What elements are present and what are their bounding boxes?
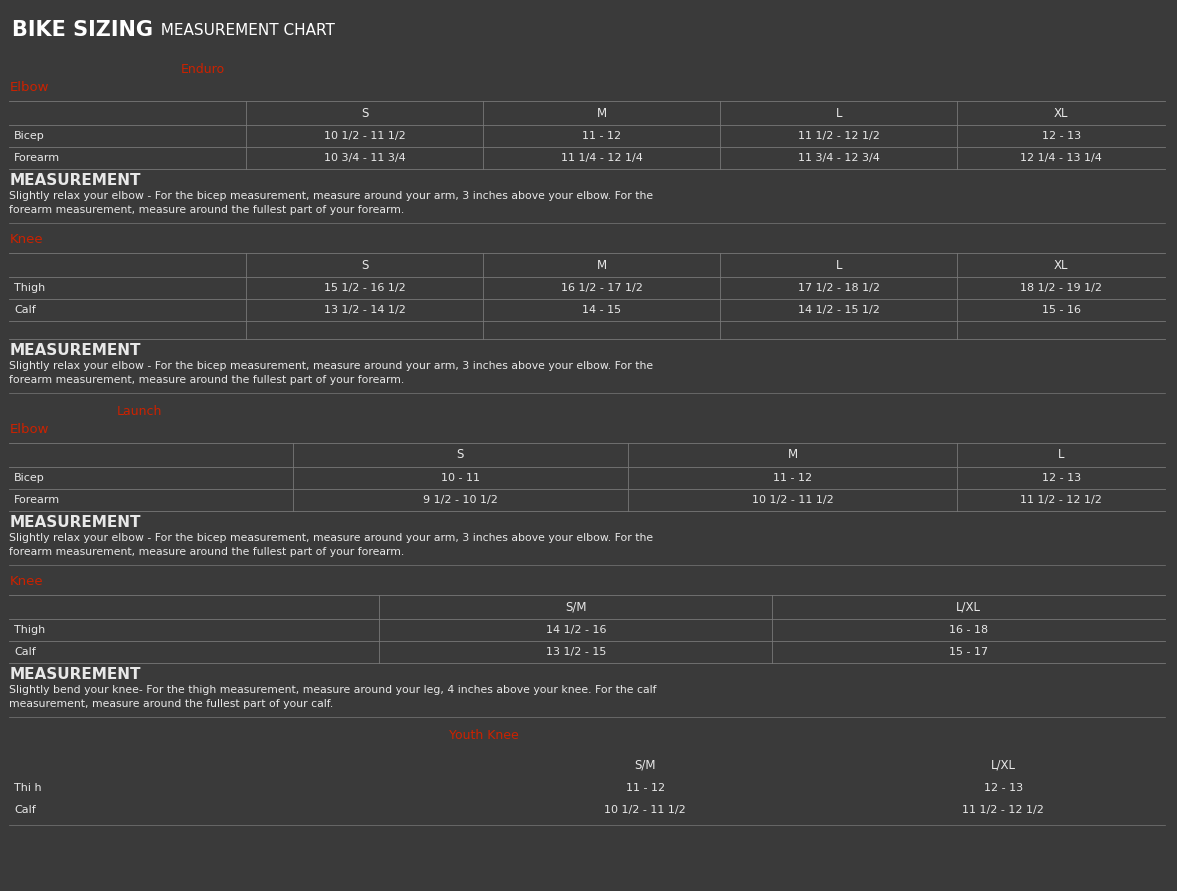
Text: M: M: [597, 258, 607, 272]
Text: 11 - 12: 11 - 12: [773, 473, 812, 483]
Text: Elbow: Elbow: [9, 423, 49, 436]
Text: Forearm: Forearm: [14, 495, 60, 505]
Text: 12 - 13: 12 - 13: [1042, 473, 1080, 483]
Text: forearm measurement, measure around the fullest part of your forearm.: forearm measurement, measure around the …: [9, 375, 405, 385]
Text: 16 1/2 - 17 1/2: 16 1/2 - 17 1/2: [560, 283, 643, 293]
Text: L/XL: L/XL: [956, 601, 982, 613]
Text: 10 3/4 - 11 3/4: 10 3/4 - 11 3/4: [324, 153, 406, 163]
Text: L: L: [836, 258, 842, 272]
Text: 15 1/2 - 16 1/2: 15 1/2 - 16 1/2: [324, 283, 406, 293]
Text: 10 1/2 - 11 1/2: 10 1/2 - 11 1/2: [752, 495, 833, 505]
Text: Thi h: Thi h: [14, 783, 41, 793]
Text: L: L: [836, 107, 842, 119]
Text: 12 - 13: 12 - 13: [1042, 131, 1080, 142]
Text: 14 - 15: 14 - 15: [583, 306, 621, 315]
Text: 15 - 16: 15 - 16: [1042, 306, 1080, 315]
Text: Forearm: Forearm: [14, 153, 60, 163]
Text: 11 1/4 - 12 1/4: 11 1/4 - 12 1/4: [560, 153, 643, 163]
Text: 18 1/2 - 19 1/2: 18 1/2 - 19 1/2: [1020, 283, 1102, 293]
Text: Launch: Launch: [117, 405, 162, 418]
Text: 11 1/2 - 12 1/2: 11 1/2 - 12 1/2: [963, 805, 1044, 815]
Text: Thigh: Thigh: [14, 283, 46, 293]
Text: measurement, measure around the fullest part of your calf.: measurement, measure around the fullest …: [9, 699, 333, 709]
Text: Slightly bend your knee- For the thigh measurement, measure around your leg, 4 i: Slightly bend your knee- For the thigh m…: [9, 685, 657, 695]
Text: 10 1/2 - 11 1/2: 10 1/2 - 11 1/2: [324, 131, 406, 142]
Text: L: L: [1058, 448, 1064, 462]
Text: 9 1/2 - 10 1/2: 9 1/2 - 10 1/2: [423, 495, 498, 505]
Text: 11 - 12: 11 - 12: [583, 131, 621, 142]
Text: Thigh: Thigh: [14, 625, 46, 635]
Text: XL: XL: [1053, 107, 1069, 119]
Text: forearm measurement, measure around the fullest part of your forearm.: forearm measurement, measure around the …: [9, 547, 405, 557]
Text: Bicep: Bicep: [14, 131, 45, 142]
Text: XL: XL: [1053, 258, 1069, 272]
Text: S: S: [361, 258, 368, 272]
Text: 15 - 17: 15 - 17: [949, 647, 989, 657]
Text: 11 1/2 - 12 1/2: 11 1/2 - 12 1/2: [1020, 495, 1102, 505]
Text: 10 - 11: 10 - 11: [440, 473, 480, 483]
Text: 12 - 13: 12 - 13: [984, 783, 1023, 793]
Text: 10 1/2 - 11 1/2: 10 1/2 - 11 1/2: [604, 805, 686, 815]
Text: Slightly relax your elbow - For the bicep measurement, measure around your arm, : Slightly relax your elbow - For the bice…: [9, 361, 653, 371]
Text: M: M: [597, 107, 607, 119]
Text: 13 1/2 - 15: 13 1/2 - 15: [546, 647, 606, 657]
Text: Calf: Calf: [14, 306, 35, 315]
Text: Calf: Calf: [14, 647, 35, 657]
Text: 12 1/4 - 13 1/4: 12 1/4 - 13 1/4: [1020, 153, 1102, 163]
Text: 17 1/2 - 18 1/2: 17 1/2 - 18 1/2: [798, 283, 879, 293]
Text: 13 1/2 - 14 1/2: 13 1/2 - 14 1/2: [324, 306, 406, 315]
Text: Knee: Knee: [9, 575, 44, 588]
Text: Slightly relax your elbow - For the bicep measurement, measure around your arm, : Slightly relax your elbow - For the bice…: [9, 192, 653, 201]
Text: S: S: [457, 448, 464, 462]
Text: Bicep: Bicep: [14, 473, 45, 483]
Text: MEASUREMENT: MEASUREMENT: [9, 666, 141, 682]
Text: S/M: S/M: [634, 758, 656, 772]
Text: S: S: [361, 107, 368, 119]
Text: 11 3/4 - 12 3/4: 11 3/4 - 12 3/4: [798, 153, 879, 163]
Text: Knee: Knee: [9, 233, 44, 246]
Text: M: M: [787, 448, 798, 462]
Text: Calf: Calf: [14, 805, 35, 815]
Text: MEASUREMENT CHART: MEASUREMENT CHART: [151, 23, 334, 38]
Text: 14 1/2 - 15 1/2: 14 1/2 - 15 1/2: [798, 306, 879, 315]
Text: S/M: S/M: [565, 601, 586, 613]
Text: 11 - 12: 11 - 12: [625, 783, 665, 793]
Text: 11 1/2 - 12 1/2: 11 1/2 - 12 1/2: [798, 131, 879, 142]
Text: Enduro: Enduro: [180, 63, 225, 77]
Text: 14 1/2 - 16: 14 1/2 - 16: [545, 625, 606, 635]
Text: Elbow: Elbow: [9, 81, 49, 94]
Text: MEASUREMENT: MEASUREMENT: [9, 173, 141, 188]
Text: 16 - 18: 16 - 18: [949, 625, 989, 635]
Text: MEASUREMENT: MEASUREMENT: [9, 515, 141, 530]
Text: Slightly relax your elbow - For the bicep measurement, measure around your arm, : Slightly relax your elbow - For the bice…: [9, 533, 653, 543]
Text: MEASUREMENT: MEASUREMENT: [9, 343, 141, 358]
Text: forearm measurement, measure around the fullest part of your forearm.: forearm measurement, measure around the …: [9, 205, 405, 216]
Text: BIKE SIZING: BIKE SIZING: [12, 20, 153, 40]
Text: L/XL: L/XL: [991, 758, 1016, 772]
Text: Youth Knee: Youth Knee: [448, 729, 518, 742]
